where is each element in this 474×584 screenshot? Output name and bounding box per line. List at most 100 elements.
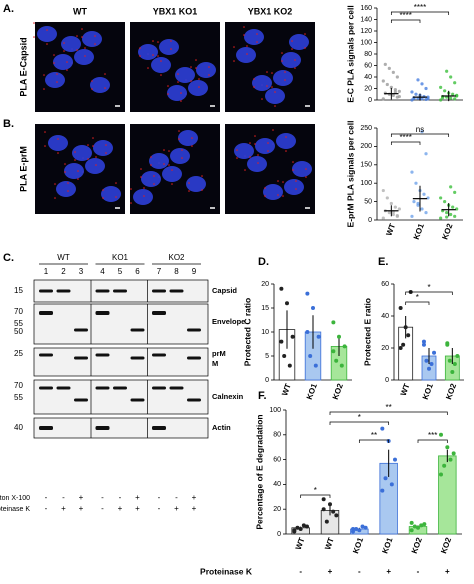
lane-number: 6 <box>135 267 140 276</box>
significance-label: * <box>358 413 361 422</box>
data-point <box>397 89 401 93</box>
data-point <box>439 85 443 89</box>
data-point <box>287 363 292 368</box>
pla-dot <box>167 85 169 87</box>
band <box>74 328 88 332</box>
data-point <box>451 205 455 209</box>
data-point <box>414 181 418 185</box>
pla-dot <box>243 26 245 28</box>
pla-dot <box>77 178 79 180</box>
data-point <box>450 370 455 374</box>
data-point <box>305 524 310 529</box>
row-value: + <box>445 567 450 576</box>
nucleus <box>234 143 254 159</box>
pla-dot <box>178 130 180 132</box>
pla-dot <box>244 169 246 171</box>
nucleus <box>85 158 105 174</box>
pla-dot <box>305 176 307 178</box>
band <box>56 386 71 390</box>
pla-dot <box>152 40 154 42</box>
nucleus <box>53 54 73 70</box>
nucleus <box>252 75 272 91</box>
lane-number: 2 <box>61 267 66 276</box>
pla-dot <box>291 48 293 50</box>
treatment-sign: + <box>192 504 197 513</box>
lane-number: 9 <box>192 267 197 276</box>
band <box>169 386 184 390</box>
data-point <box>438 432 443 437</box>
data-point <box>295 525 300 530</box>
data-point <box>410 90 414 94</box>
column-label: YBX1 KO1 <box>153 6 198 16</box>
pla-dot <box>64 171 66 173</box>
band <box>39 426 53 430</box>
y-tick-label: 100 <box>269 407 281 414</box>
data-point <box>439 216 443 220</box>
blot-strip <box>33 379 209 415</box>
pla-dot <box>191 137 193 139</box>
significance-label: * <box>416 293 419 302</box>
y-tick-label: 60 <box>273 456 281 463</box>
panel-label: A. <box>3 3 14 15</box>
pla-dot <box>43 88 45 90</box>
data-point <box>331 320 336 325</box>
pla-dot <box>201 175 203 177</box>
nucleus <box>133 189 153 205</box>
mw-marker: 70 <box>14 381 23 390</box>
band <box>56 289 71 293</box>
row-label: PLA E-prM <box>18 146 28 192</box>
data-point <box>334 358 339 363</box>
pla-dot <box>150 164 152 166</box>
y-tick-label: 10 <box>261 329 269 336</box>
significance-label: ** <box>371 431 377 440</box>
pla-dot <box>188 182 190 184</box>
treatment-sign: + <box>118 504 123 513</box>
pla-dot <box>267 150 269 152</box>
data-point <box>439 196 443 200</box>
pla-dot <box>304 47 306 49</box>
data-point <box>393 205 397 209</box>
band-label: M <box>212 359 218 368</box>
data-point <box>409 520 414 525</box>
nucleus <box>61 36 81 52</box>
band-label: Envelope <box>212 317 245 326</box>
column-label: YBX1 KO2 <box>248 6 293 16</box>
pla-dot <box>104 87 106 89</box>
pla-dot <box>150 156 152 158</box>
pla-dot <box>249 156 251 158</box>
data-point <box>414 92 418 96</box>
pla-dot <box>277 180 279 182</box>
data-point <box>419 523 424 528</box>
significance-bracket <box>390 11 450 15</box>
data-point <box>305 330 310 334</box>
treatment-sign: - <box>101 493 104 502</box>
mw-marker: 25 <box>14 349 23 358</box>
data-point <box>279 339 284 344</box>
mw-marker: 55 <box>14 393 23 402</box>
nucleus <box>244 29 264 45</box>
significance-label: **** <box>399 133 411 142</box>
pla-dot <box>91 88 93 90</box>
x-tick-label: KO2 <box>440 222 454 241</box>
data-point <box>424 358 429 363</box>
nucleus <box>255 138 275 154</box>
data-point <box>441 96 445 100</box>
pla-dot <box>139 47 141 49</box>
data-point <box>410 214 414 218</box>
y-tick-label: 100 <box>360 39 372 46</box>
data-point <box>426 196 430 200</box>
y-tick-label: 50 <box>364 198 372 205</box>
x-tick-label: WT <box>280 382 293 397</box>
data-point <box>424 86 428 91</box>
data-point <box>416 201 420 206</box>
x-tick-label: KO1 <box>380 536 394 555</box>
data-point <box>393 88 397 92</box>
data-point <box>311 306 315 310</box>
lane-number: 1 <box>44 267 49 276</box>
y-tick-label: 0 <box>368 97 372 104</box>
lane-number: 8 <box>174 267 179 276</box>
y-tick-label: 40 <box>381 313 389 320</box>
x-tick-label: KO2 <box>444 382 458 401</box>
y-tick-label: 60 <box>381 281 389 288</box>
row-label: Proteinase K <box>200 566 253 576</box>
